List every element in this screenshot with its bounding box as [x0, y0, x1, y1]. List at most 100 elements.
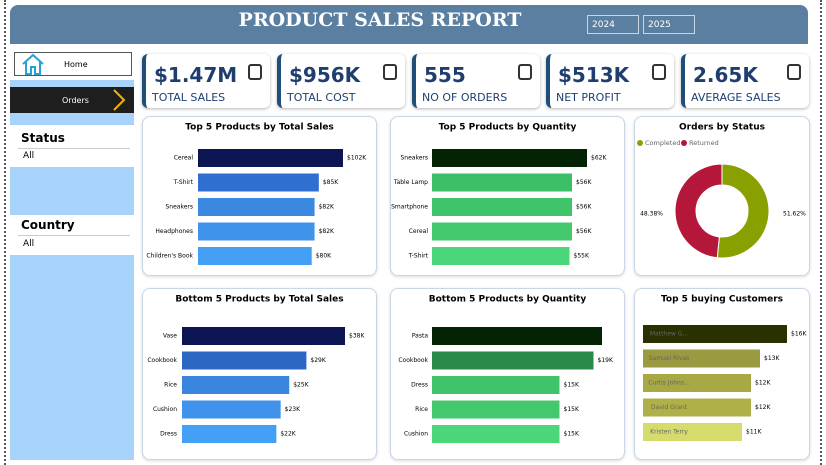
value-label: $85K: [323, 179, 339, 186]
title: PRODUCT SALES REPORT: [238, 9, 522, 31]
value-label: $80K: [316, 253, 332, 260]
chart: Top 5 buying Customers Matthew G... $16K Sa…: [643, 295, 807, 441]
legend-marker: [681, 140, 687, 146]
bar: [198, 149, 343, 167]
chart: Top 5 Products by Quantity Sneakers $62K Ta…: [391, 123, 607, 265]
value-label: $11K: [746, 429, 762, 436]
chart-title: Top 5 Products by Total Sales: [185, 123, 334, 133]
category-label: Headphones: [155, 228, 193, 235]
value-label: $56K: [576, 179, 592, 186]
category-label: Rice: [415, 406, 428, 413]
kpi-icon: [787, 64, 801, 80]
sidebar: Home Orders Status All Country All: [10, 44, 134, 460]
chart: Bottom 5 Products by Quantity Pasta Cookbo…: [398, 295, 614, 443]
category-label: Matthew G...: [650, 331, 688, 338]
kpi-value: 555: [424, 63, 466, 87]
category-label: Dress: [160, 431, 177, 438]
kpi-card: $956K TOTAL COST: [277, 54, 405, 108]
year-button[interactable]: 2025: [643, 15, 695, 34]
legend-label: Completed: [645, 139, 680, 147]
chart-title: Orders by Status: [679, 123, 765, 133]
bar: [198, 198, 315, 216]
bar: [198, 247, 312, 265]
value-label: 48.38%: [640, 211, 663, 218]
chart: Orders by Status 51.62% Completed 48.38% Ret…: [637, 123, 806, 259]
legend-marker: [637, 140, 643, 146]
bar: [432, 327, 602, 345]
bar: [432, 198, 572, 216]
kpi-card: $513K NET PROFIT: [546, 54, 674, 108]
bar: [182, 376, 290, 394]
bar: [432, 247, 570, 265]
chart-card: Top 5 Products by Total Sales Cereal $102K…: [142, 116, 377, 276]
kpi-value: $956K: [289, 63, 361, 87]
kpi-label: AVERAGE SALES: [691, 91, 781, 104]
category-label: Cereal: [174, 155, 194, 162]
divider: [18, 148, 130, 149]
value-label: $62K: [591, 155, 607, 162]
border: [4, 0, 8, 465]
bar: [432, 222, 572, 241]
category-label: Sneakers: [165, 204, 193, 211]
bar: [643, 398, 751, 417]
bar: [432, 149, 587, 167]
category-label: Vase: [163, 333, 177, 340]
category-label: Samuel Rivas: [649, 355, 690, 362]
chart-card: Bottom 5 Products by Quantity Pasta Cookbo…: [390, 288, 625, 460]
category-label: Smartphone: [391, 204, 428, 211]
category-label: Cookbook: [398, 357, 428, 364]
donut-slice: [674, 163, 723, 259]
filter[interactable]: Status All: [10, 125, 134, 167]
kpi-value: $1.47M: [154, 63, 238, 87]
kpi-value: 2.65K: [693, 63, 758, 87]
bar: [432, 425, 560, 443]
kpi-label: TOTAL COST: [287, 91, 356, 104]
kpi-label: NO OF ORDERS: [422, 91, 508, 104]
value-label: $16K: [791, 331, 807, 338]
chart-title: Top 5 buying Customers: [661, 295, 783, 305]
value-label: $19K: [598, 357, 614, 364]
kpi-label: NET PROFIT: [556, 91, 621, 104]
border: [820, 0, 824, 465]
nav-orders[interactable]: Orders: [10, 87, 134, 113]
category-label: David Grant: [651, 404, 688, 411]
donut-slice: [716, 163, 770, 259]
bar: [198, 173, 319, 192]
bar: [182, 400, 281, 419]
value-label: $23K: [285, 406, 301, 413]
year-button[interactable]: 2024: [587, 15, 639, 34]
kpi-label: TOTAL SALES: [152, 91, 226, 104]
chart-card: Top 5 buying Customers Matthew G... $16K Sa…: [634, 288, 810, 460]
filter[interactable]: Country All: [10, 215, 134, 255]
filter-value: All: [23, 239, 35, 249]
kpi-card: 2.65K AVERAGE SALES: [681, 54, 809, 108]
value-label: $82K: [319, 204, 335, 211]
chart: Bottom 5 Products by Total Sales Vase $38K…: [147, 295, 365, 443]
value-label: $82K: [319, 228, 335, 235]
bar: [643, 423, 742, 441]
value-label: 51.62%: [783, 211, 806, 218]
value-label: $22K: [280, 431, 296, 438]
category-label: Dress: [411, 382, 428, 389]
divider: [18, 235, 130, 236]
value-label: $38K: [349, 333, 365, 340]
chart-card: Bottom 5 Products by Total Sales Vase $38K…: [142, 288, 377, 460]
category-label: Sneakers: [400, 155, 428, 162]
kpi-value: $513K: [558, 63, 630, 87]
filter-label: Country: [21, 218, 75, 232]
category-label: Children's Book: [146, 253, 193, 260]
value-label: $15K: [564, 406, 580, 413]
kpi-icon: [248, 64, 262, 80]
bar: [432, 400, 560, 419]
category-label: Curtis Johns...: [648, 380, 689, 387]
bar: [182, 425, 277, 443]
chart-card: Top 5 Products by Quantity Sneakers $62K Ta…: [390, 116, 625, 276]
category-label: Kristen Terry: [650, 429, 688, 436]
value-label: $102K: [347, 155, 367, 162]
bar: [432, 376, 560, 394]
category-label: T-Shirt: [408, 253, 429, 260]
filter-value: All: [23, 151, 35, 161]
value-label: $55K: [574, 253, 590, 260]
kpi-icon: [383, 64, 397, 80]
chart-card: Orders by Status 51.62% Completed 48.38% Ret…: [634, 116, 810, 276]
